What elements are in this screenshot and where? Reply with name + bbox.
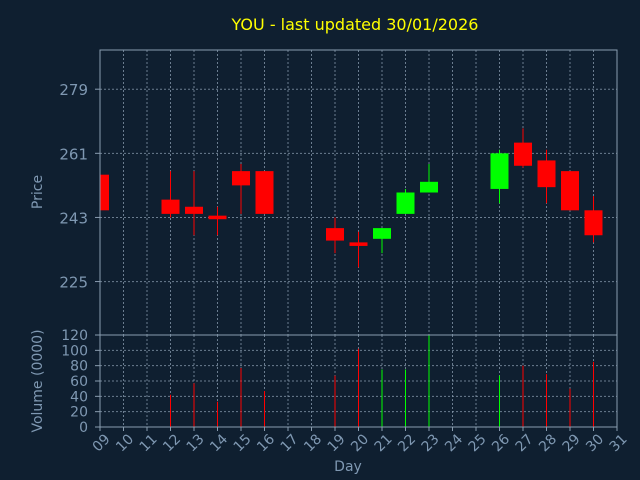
volume-tick-label: 120 [61,328,88,344]
candle-body [537,160,556,188]
candle-body [208,215,227,220]
x-tick-label: 17 [278,431,302,455]
x-tick-label: 29 [560,431,584,455]
chart-title: YOU - last updated 30/01/2026 [231,15,479,34]
x-tick-label: 23 [419,431,443,455]
candle-body [514,142,532,166]
volume-tick-label: 60 [70,374,88,390]
candle-body [490,153,509,189]
candle-body [349,242,368,246]
candle-body [420,181,438,193]
x-tick-label: 22 [395,431,419,455]
volume-axis-label: Volume (0000) [30,329,46,432]
x-tick-label: 31 [607,431,631,455]
x-tick-label: 30 [583,431,607,455]
price-tick-label: 225 [59,274,88,292]
volume-tick-label: 0 [79,420,88,436]
price-tick-label: 261 [59,145,88,163]
x-tick-label: 21 [372,431,396,455]
candle-body [232,171,250,186]
x-tick-label: 11 [137,431,161,455]
x-tick-label: 27 [513,431,537,455]
price-tick-label: 243 [59,209,88,227]
price-panel-frame [99,49,618,336]
price-axis: 225 243 261 279 [59,81,100,292]
x-tick-label: 16 [254,431,278,455]
candle-body [161,199,180,214]
price-candles [99,128,603,268]
x-tick-label: 19 [325,431,349,455]
candle-body [185,206,203,214]
volume-tick-label: 20 [70,405,88,421]
volume-tick-label: 40 [70,389,88,405]
volume-tick-label: 100 [61,343,88,359]
volume-bars [170,335,594,427]
candle-body [396,192,415,214]
candle-body [561,171,579,211]
x-tick-label: 09 [90,431,114,455]
candle-body [326,228,344,241]
price-grid [100,50,617,335]
candle-body [255,171,274,214]
x-tick-label: 12 [160,431,184,455]
candle-body [584,210,603,236]
price-axis-label: Price [30,175,46,209]
x-tick-label: 10 [113,431,137,455]
x-tick-label: 28 [536,431,560,455]
x-tick-label: 14 [207,431,231,455]
x-axis-label: Day [334,459,362,475]
x-tick-label: 20 [348,431,372,455]
candle-body [373,228,391,239]
price-tick-label: 279 [59,81,88,99]
candle-body [100,174,109,211]
x-tick-label: 25 [466,431,490,455]
x-tick-label: 13 [184,431,208,455]
x-axis: 09 10 11 12 13 14 15 16 17 18 19 20 21 22 23 24 25 26 27 28… [90,427,631,455]
x-tick-label: 24 [442,431,466,455]
x-tick-label: 26 [489,431,513,455]
volume-tick-label: 80 [70,359,88,375]
x-tick-label: 15 [231,431,255,455]
x-tick-label: 18 [301,431,325,455]
